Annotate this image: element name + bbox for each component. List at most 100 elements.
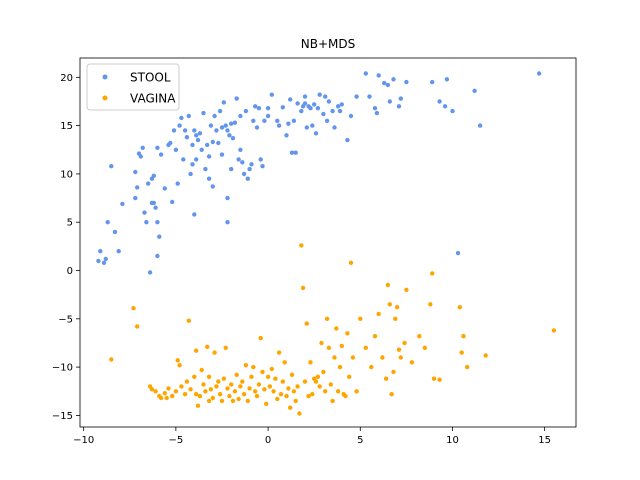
data-point (278, 392, 284, 397)
data-point (319, 340, 324, 346)
data-point (227, 133, 232, 138)
data-point (339, 343, 344, 349)
data-point (295, 384, 300, 389)
data-point (229, 382, 234, 387)
data-point (280, 105, 285, 110)
y-tick-label: 20 (60, 73, 73, 84)
data-point (472, 88, 477, 94)
x-tick-label: −5 (169, 435, 184, 446)
data-point (234, 96, 239, 101)
data-point (330, 398, 335, 404)
data-point (140, 145, 145, 150)
data-point (208, 387, 214, 392)
data-point (205, 344, 210, 349)
data-point (391, 369, 396, 375)
data-point (459, 350, 464, 355)
data-point (243, 108, 249, 114)
data-point (155, 220, 160, 225)
data-point (158, 152, 164, 157)
data-point (135, 324, 140, 329)
data-point (337, 108, 343, 114)
data-point (284, 393, 289, 399)
y-tick-label: 15 (60, 121, 73, 132)
data-point (177, 363, 182, 368)
data-point (192, 374, 197, 379)
data-point (240, 379, 245, 384)
data-point (295, 101, 300, 106)
data-point (109, 357, 114, 362)
data-point (428, 302, 433, 307)
data-point (238, 113, 243, 119)
data-point (251, 118, 256, 124)
data-point (188, 171, 193, 177)
data-point (417, 334, 422, 339)
data-point (477, 123, 483, 128)
data-point (216, 379, 221, 384)
data-point (221, 376, 226, 381)
data-point (455, 250, 461, 256)
data-point (265, 374, 271, 379)
data-point (96, 258, 101, 264)
data-point (253, 389, 258, 394)
data-point (168, 140, 173, 146)
data-point (304, 321, 309, 326)
data-point (234, 372, 239, 377)
data-point (551, 328, 557, 333)
chart-title: NB+MDS (301, 37, 355, 51)
data-point (339, 102, 344, 107)
data-point (391, 77, 396, 82)
data-point (217, 392, 223, 397)
data-point (302, 94, 308, 99)
data-point (286, 121, 291, 126)
data-point (238, 384, 243, 389)
data-point (444, 77, 450, 82)
data-point (302, 379, 308, 384)
data-point (105, 220, 110, 225)
data-point (262, 387, 267, 392)
series-stool (96, 71, 542, 275)
data-point (256, 382, 262, 387)
data-point (151, 200, 156, 206)
data-point (206, 374, 212, 379)
data-point (276, 350, 282, 355)
data-point (404, 79, 409, 85)
data-point (280, 379, 285, 384)
data-point (291, 118, 297, 124)
data-point (317, 384, 322, 389)
data-point (162, 391, 167, 396)
data-point (194, 133, 199, 138)
data-point (273, 376, 278, 381)
data-point (431, 376, 437, 381)
series-vagina (109, 243, 557, 416)
data-point (195, 137, 201, 143)
data-point (387, 302, 392, 307)
legend-box (86, 63, 180, 111)
data-point (116, 249, 121, 254)
data-point (181, 157, 186, 162)
data-point (354, 389, 359, 394)
data-point (328, 382, 333, 387)
data-point (133, 169, 138, 175)
data-point (330, 108, 335, 114)
data-point (201, 110, 206, 116)
data-point (197, 131, 203, 136)
data-point (337, 364, 343, 370)
data-point (345, 137, 350, 143)
data-point (289, 372, 295, 377)
x-axis: −10 −5 0 5 10 15 (73, 427, 551, 446)
data-point (232, 389, 238, 394)
data-point (153, 389, 158, 394)
data-point (206, 176, 212, 181)
data-point (302, 101, 308, 106)
data-point (158, 395, 164, 401)
data-point (254, 125, 260, 130)
data-point (430, 79, 435, 85)
data-point (376, 73, 381, 78)
data-point (184, 135, 190, 140)
data-point (308, 360, 313, 365)
data-point (238, 147, 243, 152)
data-point (170, 393, 175, 399)
data-point (192, 212, 197, 217)
data-point (186, 113, 191, 119)
data-point (402, 340, 407, 346)
